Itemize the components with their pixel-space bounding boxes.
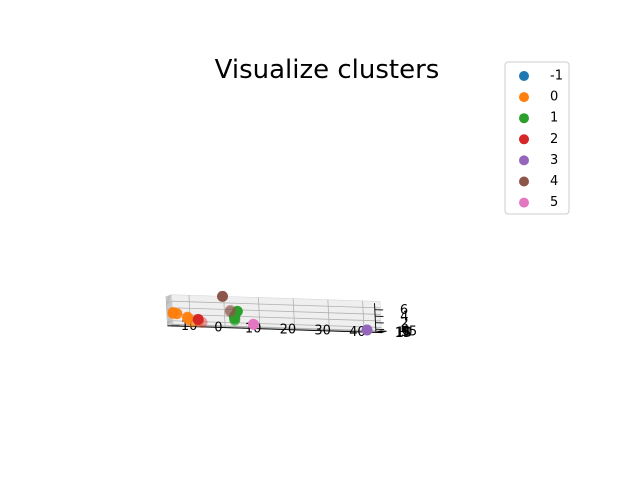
grid-line-z <box>171 300 381 309</box>
legend: -1 0 1 2 3 4 5 <box>504 61 570 215</box>
cluster-4-point <box>224 306 236 318</box>
legend-marker <box>519 176 529 187</box>
z-tick-label: 0 <box>401 323 409 338</box>
grid-line-x <box>362 300 365 331</box>
legend-label: 4 <box>550 174 558 189</box>
cluster-5-point <box>247 318 259 330</box>
grid-line-x <box>327 299 330 330</box>
legend-marker <box>519 113 529 124</box>
grid-line-y <box>165 296 168 326</box>
cluster-4-point <box>224 304 236 316</box>
legend-marker <box>519 197 529 208</box>
cluster-4-point <box>216 290 228 302</box>
grid-line-z <box>167 320 173 323</box>
legend-label: -1 <box>550 69 563 84</box>
legend-label: 3 <box>550 153 558 168</box>
grid-line-z <box>166 300 173 304</box>
cluster-2-point <box>192 313 204 325</box>
grid-line-x <box>257 297 261 327</box>
y-tick-label: 10 <box>396 325 413 340</box>
y-tick-label: −5 <box>398 324 417 339</box>
z-axis-line <box>374 303 377 333</box>
x-tick-label: 40 <box>349 325 366 340</box>
z-tick-label: 2 <box>400 316 408 331</box>
legend-label: 5 <box>550 195 558 210</box>
legend-label: 1 <box>550 111 558 126</box>
x-tick-label: 0 <box>214 320 222 335</box>
cluster-1-point <box>229 314 241 326</box>
cluster-2-point <box>196 316 208 328</box>
z-tick-label: 6 <box>400 303 408 318</box>
x-tick-label: 30 <box>314 324 331 339</box>
grid-line-z <box>172 320 382 328</box>
legend-marker <box>519 71 529 81</box>
grid-line-z <box>172 313 381 322</box>
grid-line-y <box>172 323 381 332</box>
grid-line-y <box>166 296 170 326</box>
data-points <box>167 290 373 336</box>
x-tick-label: 20 <box>280 323 297 338</box>
legend-marker <box>519 92 529 103</box>
grid-line-z <box>172 307 381 315</box>
grid-line-y <box>170 324 380 332</box>
cluster-3-point <box>361 324 373 336</box>
y-tick-label: 5 <box>401 325 409 340</box>
y-tick-label: 0 <box>402 325 410 340</box>
legend-frame <box>504 61 570 215</box>
legend-label: 0 <box>550 90 558 105</box>
x-axis-line <box>167 325 376 333</box>
legend-label: 2 <box>550 132 558 147</box>
cluster-0-point <box>171 308 183 320</box>
y-tick-label: 15 <box>395 326 412 341</box>
grid-line-x <box>292 298 295 328</box>
chart-title: Visualize clusters <box>215 55 440 85</box>
grid-line-y <box>169 324 379 333</box>
legend-marker <box>519 155 529 166</box>
legend-marker <box>519 134 529 145</box>
z-tick-label: 4 <box>400 310 408 325</box>
